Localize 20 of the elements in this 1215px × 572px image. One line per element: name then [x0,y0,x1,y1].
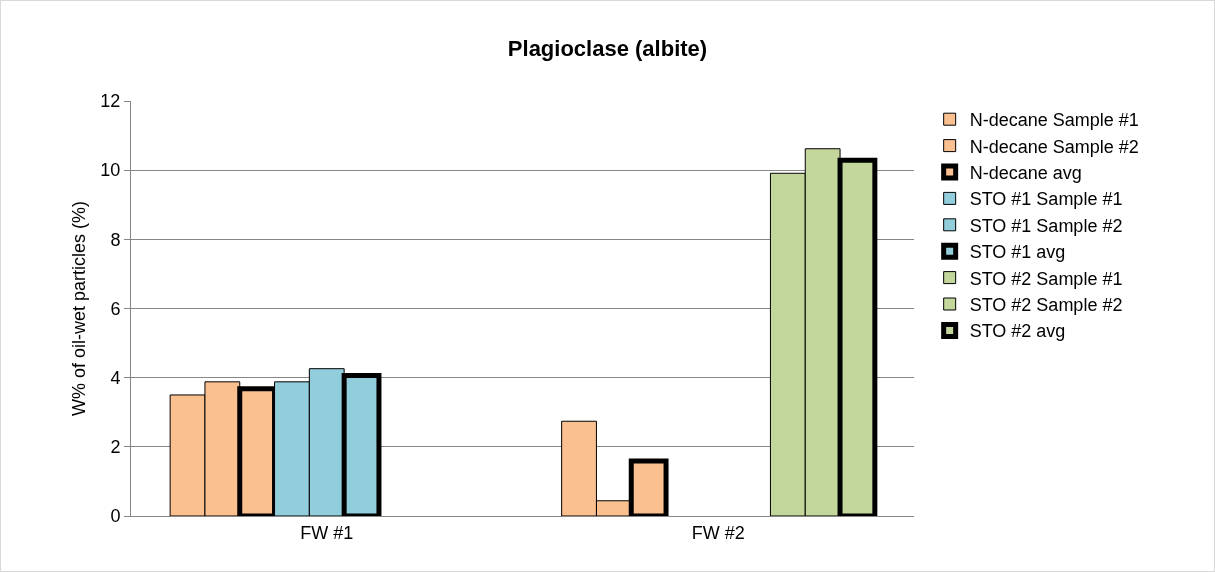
y-tick-label: 6 [110,298,121,319]
y-tick-label: 2 [110,437,121,458]
legend-label: STO #1 Sample #2 [969,215,1123,236]
y-tick-label: 4 [110,367,121,388]
legend-label: STO #2 Sample #2 [969,295,1123,316]
x-tick-label: FW #1 [300,522,354,543]
y-axis-title: W% of oil-wet particles (%) [69,200,89,417]
y-tick-label: 8 [110,229,121,250]
y-tick-label: 0 [110,506,121,527]
legend-label: STO #1 avg [969,242,1066,263]
y-tick-label: 12 [100,91,121,112]
legend-label: N-decane avg [969,163,1082,184]
legend-label: STO #1 Sample #1 [969,189,1123,210]
chart-title: Plagioclase (albite) [507,36,708,62]
legend-label: N-decane Sample #1 [969,110,1139,131]
legend-label: STO #2 avg [969,321,1066,342]
legend-label: N-decane Sample #2 [969,136,1139,157]
legend-label: STO #2 Sample #1 [969,268,1123,289]
y-tick-label: 10 [100,160,121,181]
x-tick-label: FW #2 [691,522,745,543]
